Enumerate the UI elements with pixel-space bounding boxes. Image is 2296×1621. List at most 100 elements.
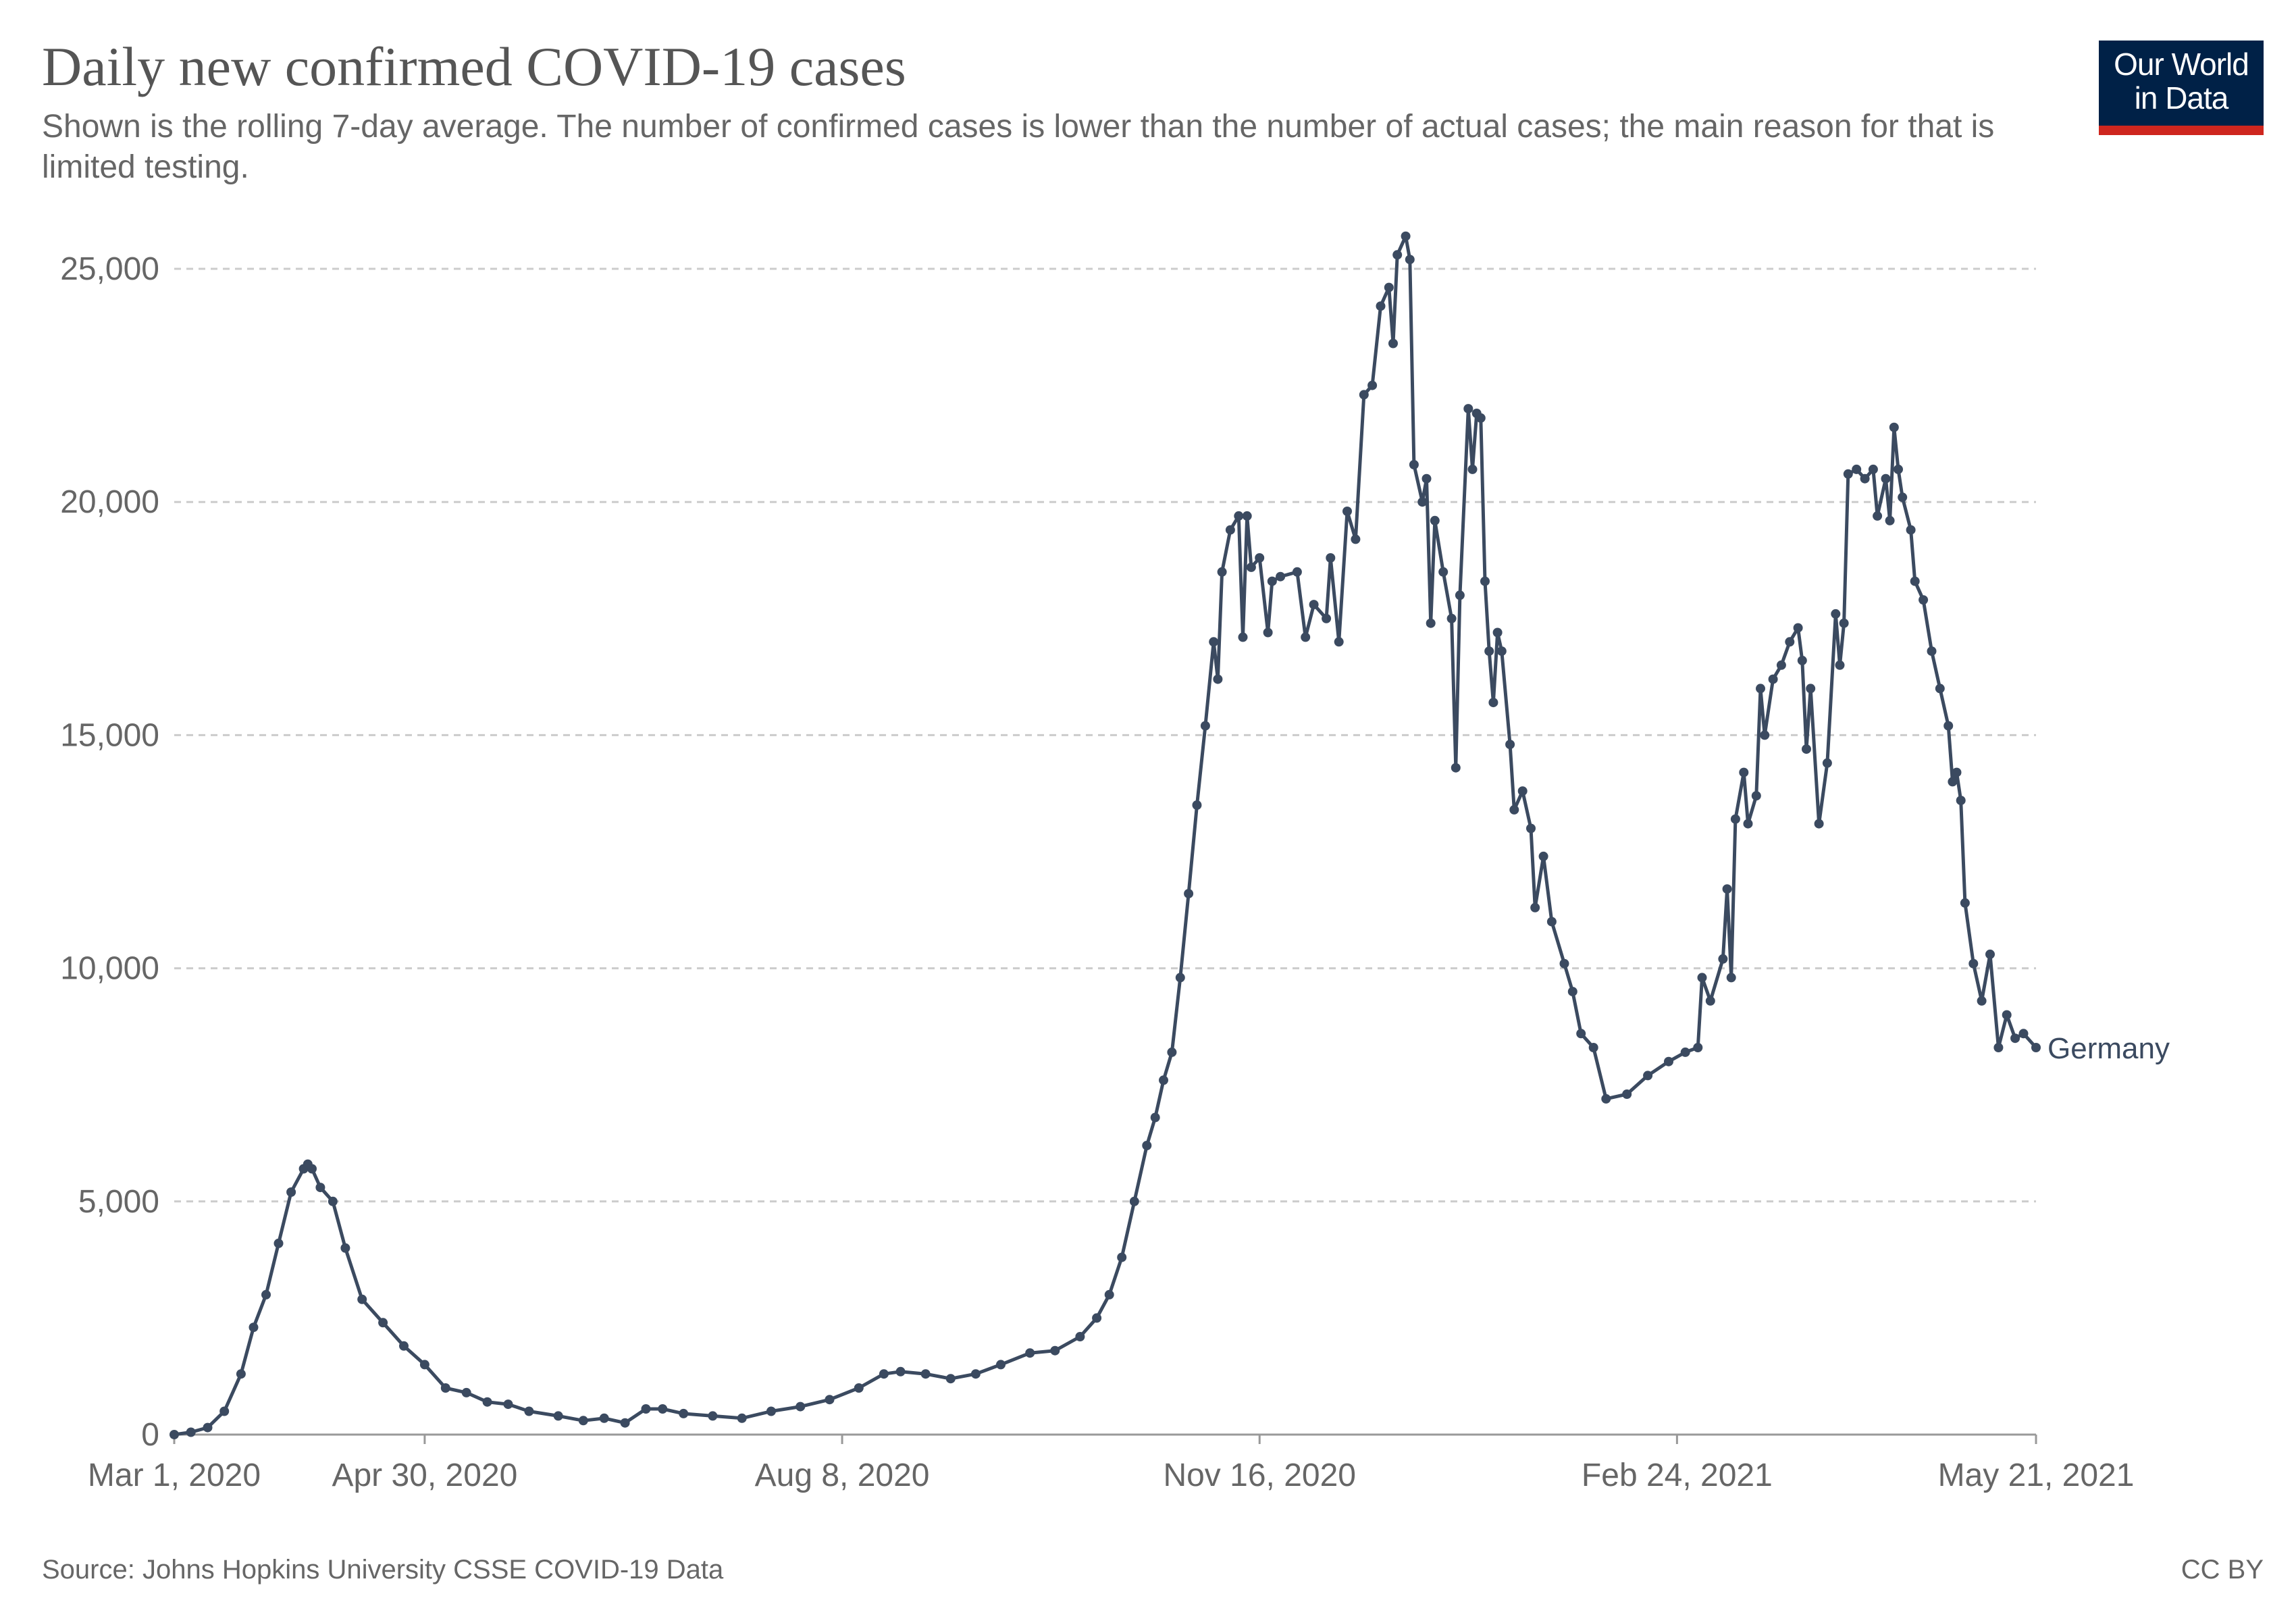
y-tick-label: 10,000 xyxy=(60,951,159,987)
data-point xyxy=(1213,674,1223,684)
data-point xyxy=(1756,684,1765,694)
data-point xyxy=(1935,684,1945,694)
data-point xyxy=(1129,1196,1139,1206)
data-point xyxy=(1255,553,1265,563)
y-tick-label: 5,000 xyxy=(78,1184,159,1220)
x-axis: Mar 1, 2020 Apr 30, 2020 Aug 8, 2020 Nov 16… xyxy=(88,1433,2135,1493)
data-point xyxy=(1209,637,1219,647)
data-point xyxy=(1200,721,1210,731)
data-point xyxy=(1576,1029,1586,1039)
data-point xyxy=(1359,390,1369,400)
data-point xyxy=(1643,1071,1653,1081)
y-axis-ticks: 0 5,000 10,000 15,000 20,000 25,000 xyxy=(60,251,159,1453)
data-point xyxy=(895,1366,906,1376)
data-point xyxy=(440,1383,450,1393)
chart-title: Daily new confirmed COVID-19 cases xyxy=(42,36,906,97)
data-point xyxy=(1718,954,1728,964)
data-point xyxy=(1601,1093,1611,1104)
data-point xyxy=(1451,763,1461,773)
data-point xyxy=(1322,613,1332,623)
data-point xyxy=(1730,814,1740,824)
data-point xyxy=(1421,473,1432,484)
data-point xyxy=(261,1289,271,1300)
data-point xyxy=(1467,464,1478,474)
data-point xyxy=(1192,800,1202,810)
data-point xyxy=(1050,1345,1060,1356)
data-point xyxy=(1446,613,1457,623)
series-group: Germany xyxy=(169,231,2170,1439)
data-point xyxy=(1768,674,1778,684)
data-point xyxy=(1484,646,1494,657)
data-point xyxy=(1217,567,1227,577)
x-tick-label: May 21, 2021 xyxy=(1938,1458,2135,1493)
data-point xyxy=(1802,744,1811,754)
data-point xyxy=(1530,902,1540,912)
data-point xyxy=(1405,255,1415,265)
data-point xyxy=(553,1411,563,1421)
data-point xyxy=(737,1413,747,1423)
data-point xyxy=(708,1411,718,1421)
data-point xyxy=(2031,1043,2041,1052)
data-point xyxy=(1881,473,1891,484)
data-point xyxy=(1546,917,1557,927)
data-point xyxy=(1488,698,1498,708)
y-tick-label: 25,000 xyxy=(60,251,159,287)
data-point xyxy=(219,1406,230,1416)
data-point xyxy=(1167,1047,1177,1057)
data-point xyxy=(1743,819,1753,829)
data-point xyxy=(854,1383,864,1393)
data-point xyxy=(1267,576,1277,586)
data-point xyxy=(1234,511,1244,521)
data-point xyxy=(970,1369,981,1379)
data-point xyxy=(1388,338,1398,349)
data-point xyxy=(679,1408,689,1418)
data-point xyxy=(1993,1043,2004,1052)
data-point xyxy=(236,1369,246,1379)
data-point xyxy=(1680,1047,1690,1057)
data-point xyxy=(482,1397,492,1407)
y-tick-label: 20,000 xyxy=(60,484,159,520)
data-point xyxy=(357,1294,367,1304)
data-point xyxy=(1793,623,1803,633)
owid-logo[interactable]: Our World in Data xyxy=(2099,41,2264,135)
data-point xyxy=(1142,1141,1152,1150)
data-point xyxy=(1309,600,1319,610)
logo-text: Our World in Data xyxy=(2099,47,2264,115)
data-point xyxy=(1505,740,1515,750)
data-point xyxy=(169,1430,179,1439)
data-point xyxy=(1806,684,1816,694)
data-point xyxy=(1559,958,1569,969)
data-point xyxy=(1726,973,1736,983)
data-point xyxy=(1075,1332,1085,1341)
data-point xyxy=(1943,721,1954,731)
data-point xyxy=(1814,819,1824,829)
data-point xyxy=(524,1406,534,1416)
data-point xyxy=(1401,231,1411,241)
data-point xyxy=(1384,282,1394,292)
data-point xyxy=(620,1418,630,1428)
data-point xyxy=(920,1369,931,1379)
data-point xyxy=(945,1374,956,1384)
data-point xyxy=(1739,767,1749,777)
data-point xyxy=(1225,525,1235,535)
data-point xyxy=(641,1404,651,1414)
data-point xyxy=(1894,464,1903,474)
series-line xyxy=(174,234,2037,1437)
data-point xyxy=(1885,515,1895,525)
data-point xyxy=(1426,618,1436,628)
data-point xyxy=(795,1401,806,1412)
data-point xyxy=(1705,996,1715,1006)
data-point xyxy=(286,1187,296,1197)
data-point xyxy=(1952,767,1962,777)
data-point xyxy=(1246,562,1256,572)
series-label-germany: Germany xyxy=(2047,1032,2170,1065)
data-point xyxy=(503,1399,513,1410)
data-point xyxy=(1538,851,1548,861)
data-point xyxy=(1919,595,1929,605)
license-note[interactable]: CC BY xyxy=(2181,1555,2264,1585)
data-point xyxy=(1948,777,1958,787)
data-point xyxy=(1873,511,1883,521)
data-point xyxy=(1567,987,1577,997)
source-note[interactable]: Source: Johns Hopkins University CSSE CO… xyxy=(42,1555,724,1585)
data-point xyxy=(1242,511,1252,521)
